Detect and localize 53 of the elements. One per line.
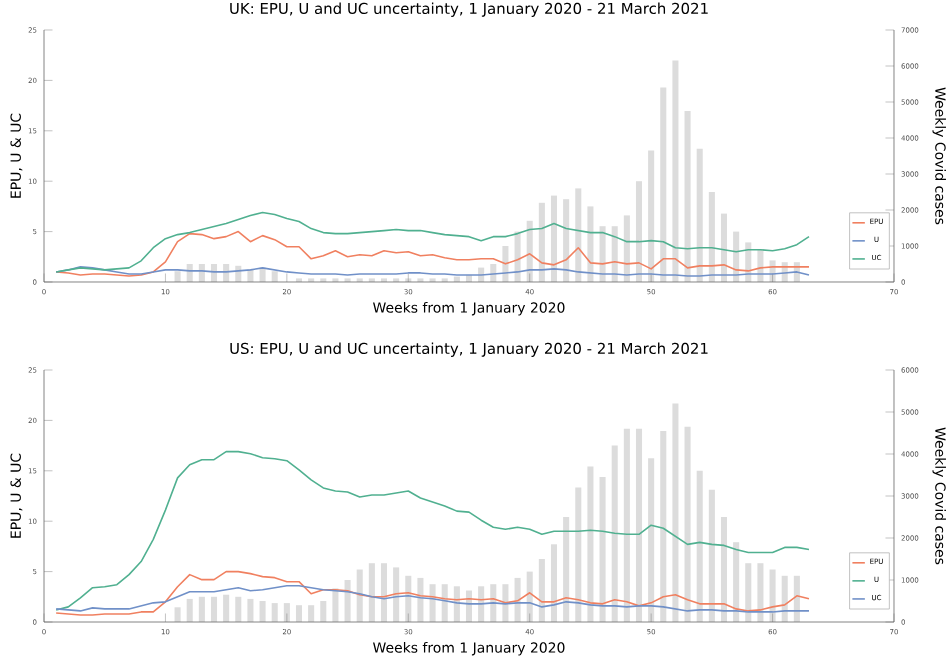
bar	[575, 188, 582, 282]
bar	[235, 596, 242, 622]
bar	[271, 271, 278, 282]
bar	[696, 148, 703, 282]
bar	[733, 542, 740, 622]
bar	[660, 430, 667, 622]
bar	[708, 489, 715, 622]
bar	[708, 192, 715, 282]
bar	[575, 487, 582, 622]
bar	[684, 426, 691, 622]
bar	[684, 111, 691, 282]
bar	[320, 601, 327, 622]
bar	[210, 596, 218, 622]
bar	[672, 403, 679, 622]
bar	[223, 594, 230, 622]
bar	[271, 603, 278, 622]
bar	[623, 428, 630, 622]
bar	[174, 607, 181, 622]
bar	[550, 544, 558, 622]
bar	[259, 601, 266, 622]
bar	[563, 517, 570, 622]
bar	[587, 206, 594, 282]
bar	[611, 445, 618, 622]
bar	[380, 563, 388, 622]
bar	[623, 215, 630, 282]
bar	[696, 470, 703, 622]
bar	[635, 428, 643, 622]
bar	[648, 150, 655, 282]
bar	[186, 598, 193, 622]
bar	[198, 596, 205, 622]
bar	[247, 598, 254, 622]
bar	[550, 195, 558, 282]
bar	[720, 517, 728, 622]
bar	[563, 199, 570, 282]
bar	[757, 563, 764, 622]
bar	[295, 605, 303, 622]
bar	[538, 202, 545, 282]
bar	[672, 60, 679, 282]
bar	[356, 569, 363, 622]
bar	[745, 563, 752, 622]
bar	[344, 580, 351, 622]
bar	[599, 477, 606, 622]
bar	[635, 181, 643, 282]
bar	[393, 567, 400, 622]
bar	[587, 466, 594, 622]
bar	[648, 458, 655, 622]
bar	[660, 87, 667, 282]
bar	[332, 588, 339, 622]
bar	[368, 563, 375, 622]
bar	[502, 584, 509, 622]
bar	[538, 559, 545, 622]
bar	[174, 271, 181, 282]
bar	[308, 605, 315, 622]
